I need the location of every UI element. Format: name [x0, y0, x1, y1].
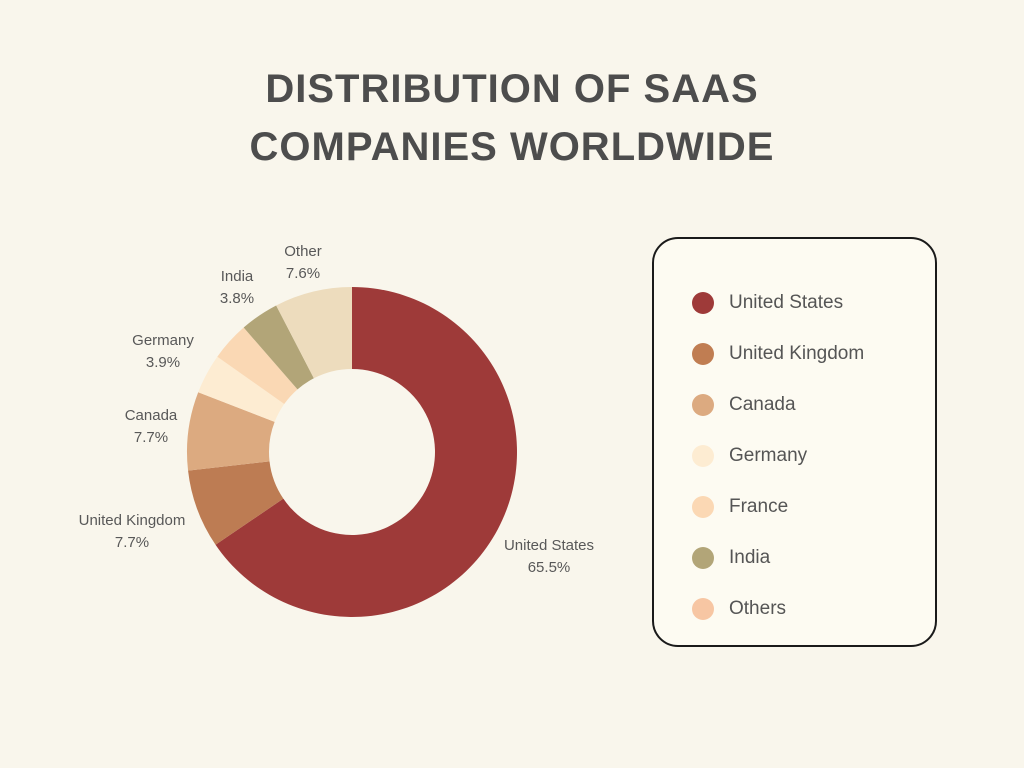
slice-label-canada-pct: 7.7% [133, 429, 169, 446]
page-title-line1: DISTRIBUTION OF SAAS [265, 67, 759, 111]
legend: United States United Kingdom Canada Germ… [652, 237, 937, 647]
slice-label-uk-pct: 7.7% [114, 534, 150, 551]
donut-slice-france [217, 327, 298, 405]
slice-label-us-pct: 65.5% [527, 559, 571, 576]
legend-label-canada: Canada [729, 393, 796, 415]
donut-chart [187, 287, 517, 617]
legend-swatch-others [692, 597, 714, 620]
legend-label-united-kingdom: United Kingdom [729, 342, 865, 364]
slice-label-uk-name: United Kingdom [78, 512, 186, 529]
slice-label-canada-name: Canada [124, 407, 178, 424]
slice-label-other: Other 7.6% [253, 241, 353, 285]
slice-label-india-name: India [220, 268, 254, 285]
slice-label-india-pct: 3.8% [219, 290, 255, 307]
donut-slice-united-kingdom [188, 461, 284, 545]
slice-label-other-name: Other [284, 243, 322, 260]
legend-label-others: Others [729, 597, 787, 619]
slice-label-united-kingdom: United Kingdom 7.7% [42, 510, 222, 554]
donut-slice-germany [198, 356, 285, 422]
slice-label-germany-pct: 3.9% [145, 354, 181, 371]
slice-label-germany-name: Germany [132, 332, 194, 349]
page-title: DISTRIBUTION OF SAAS COMPANIES WORLDWIDE [0, 60, 1024, 176]
donut-slice-canada [187, 392, 275, 471]
legend-swatch-germany [692, 444, 714, 467]
slice-label-germany: Germany 3.9% [103, 330, 223, 374]
legend-item-france: France [692, 481, 935, 532]
slice-label-india: India 3.8% [187, 266, 287, 310]
legend-label-india: India [729, 546, 771, 568]
legend-item-germany: Germany [692, 430, 935, 481]
legend-swatch-india [692, 546, 714, 569]
legend-item-canada: Canada [692, 379, 935, 430]
donut-slice-other [276, 287, 352, 379]
legend-item-united-kingdom: United Kingdom [692, 328, 935, 379]
page-title-line2: COMPANIES WORLDWIDE [249, 125, 775, 169]
legend-swatch-united-states [692, 291, 714, 314]
donut-slice-india [243, 305, 314, 390]
legend-label-germany: Germany [729, 444, 808, 466]
slice-label-us-name: United States [503, 537, 595, 554]
legend-item-others: Others [692, 583, 935, 634]
legend-label-france: France [729, 495, 789, 517]
legend-label-united-states: United States [729, 291, 844, 313]
legend-swatch-france [692, 495, 714, 518]
legend-item-india: India [692, 532, 935, 583]
legend-swatch-canada [692, 393, 714, 416]
slice-label-united-states: United States 65.5% [484, 535, 614, 579]
slice-label-canada: Canada 7.7% [101, 405, 201, 449]
legend-item-united-states: United States [692, 277, 935, 328]
slice-label-other-pct: 7.6% [285, 265, 321, 282]
donut-slice-united-states [215, 287, 517, 617]
legend-swatch-united-kingdom [692, 342, 714, 365]
